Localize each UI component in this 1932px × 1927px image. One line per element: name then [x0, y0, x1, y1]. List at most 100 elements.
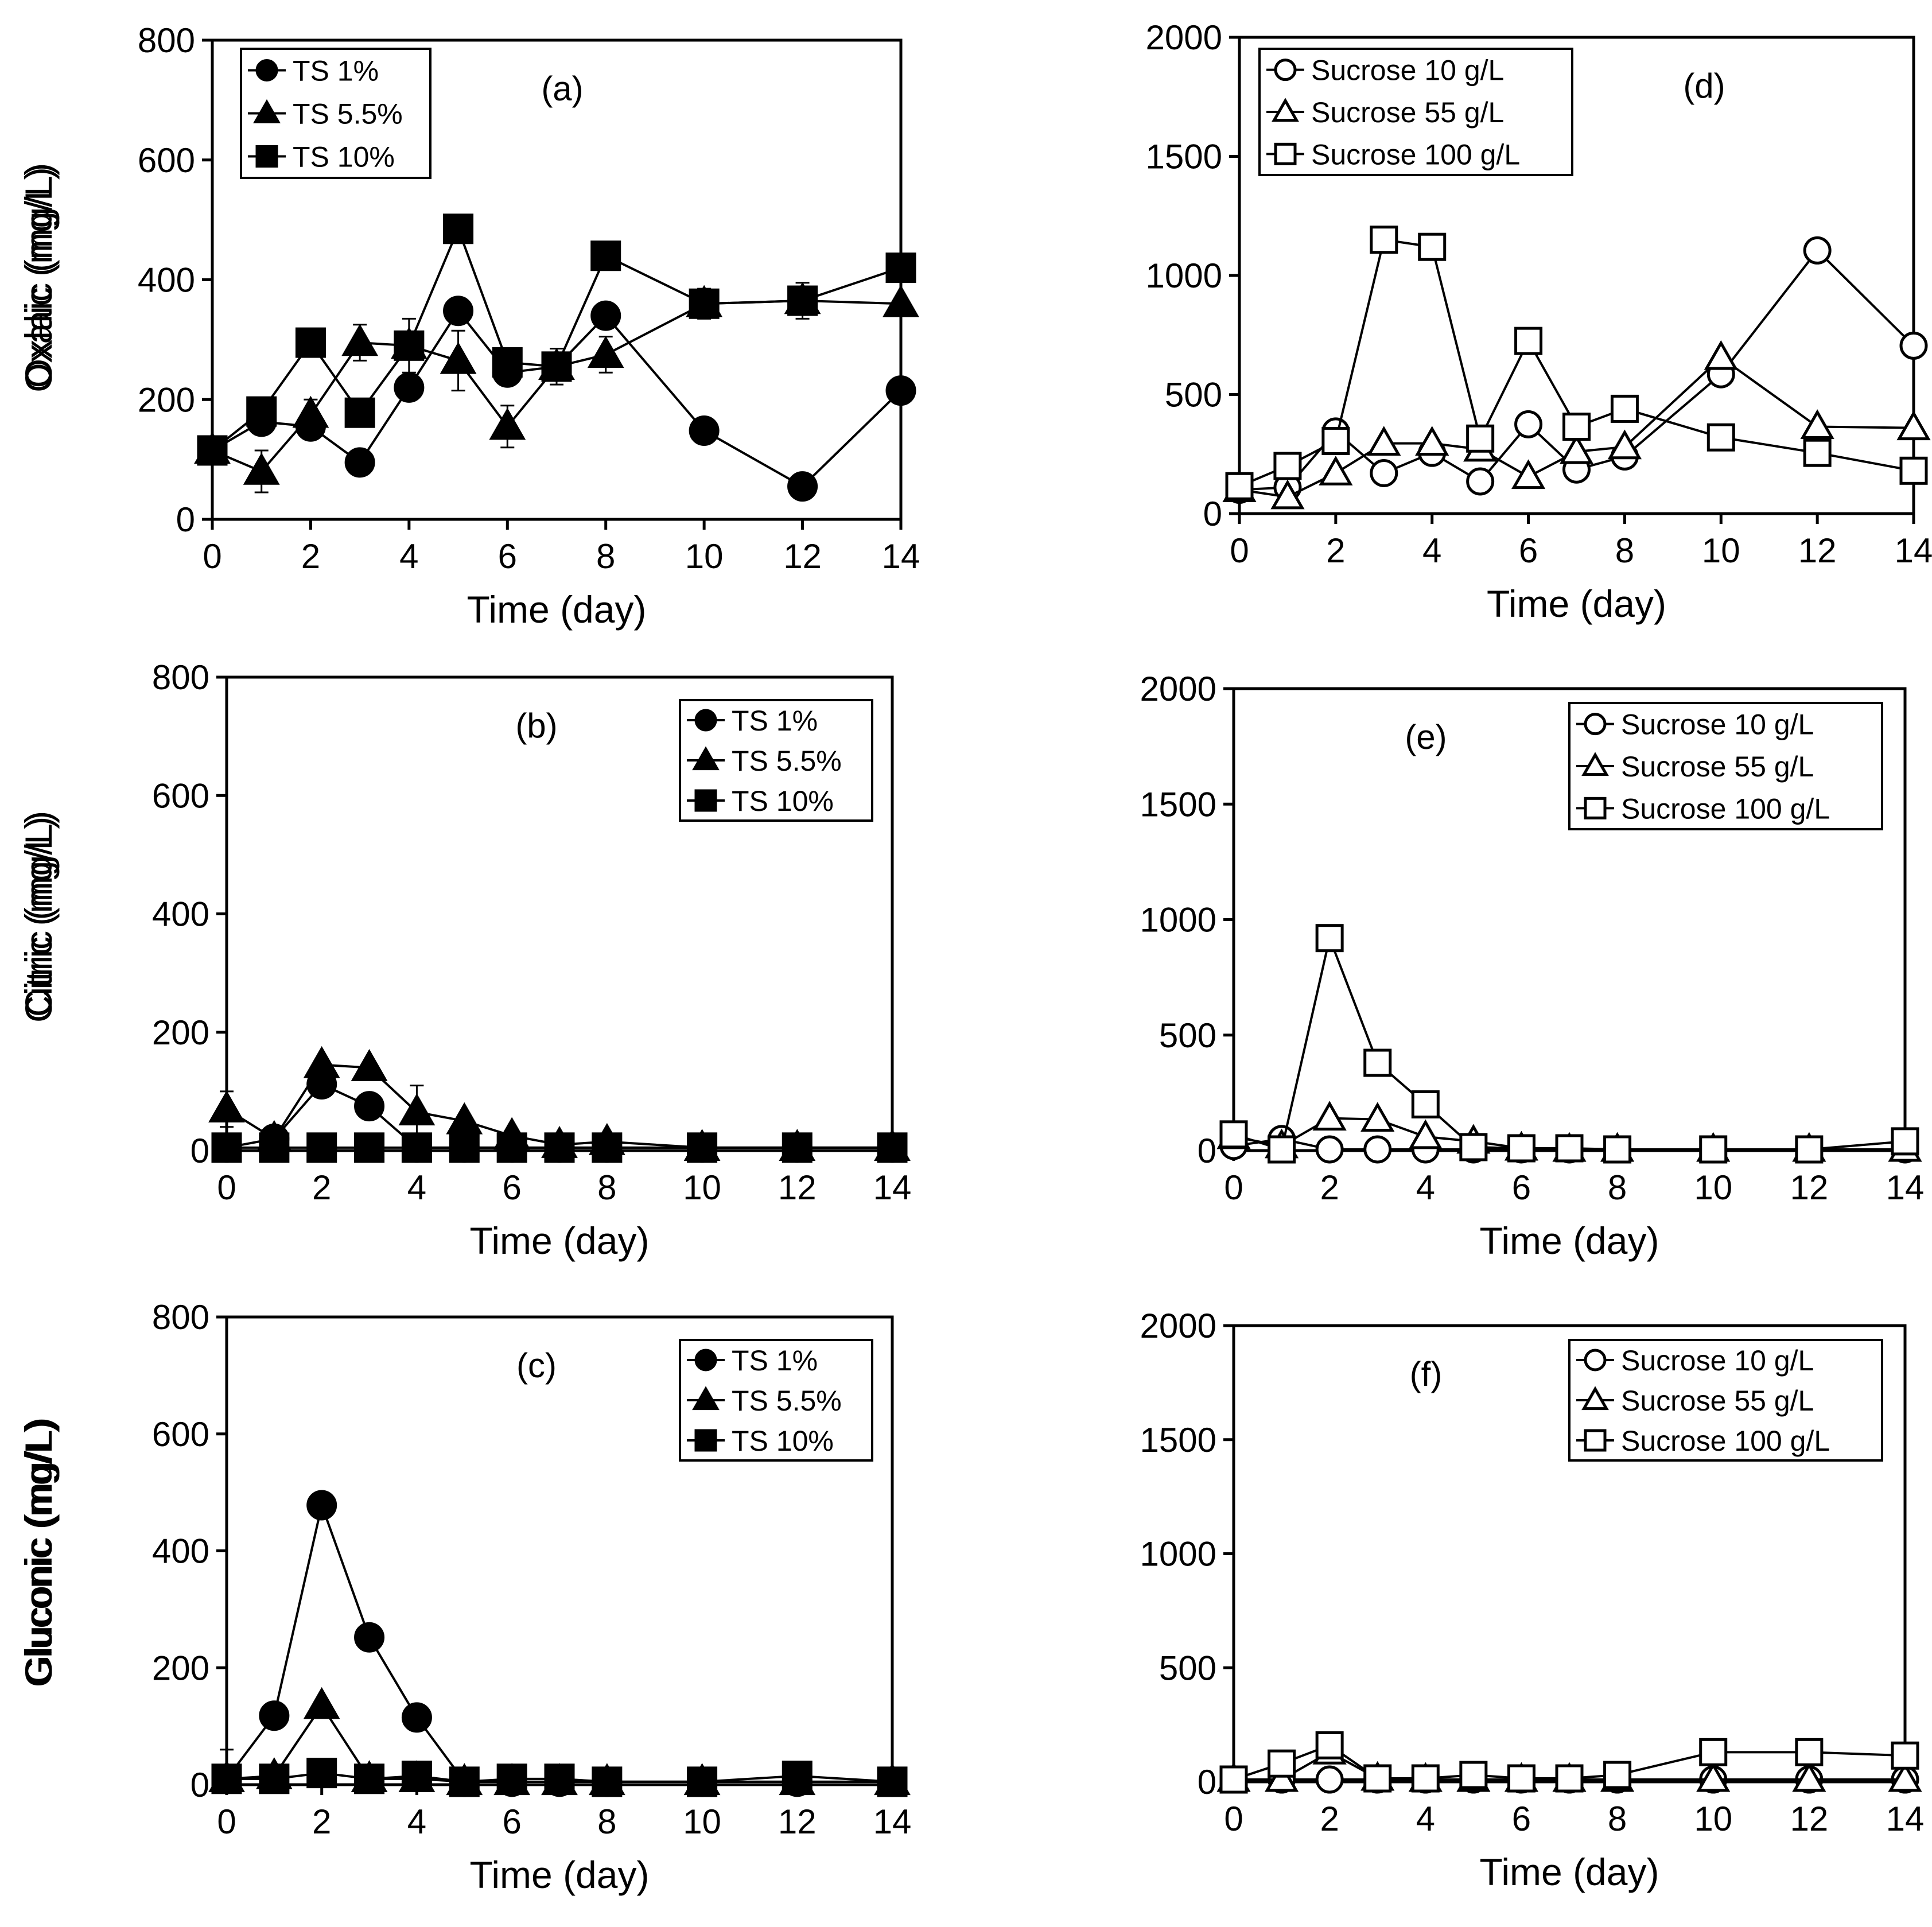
data-point [449, 1132, 480, 1163]
legend-marker [694, 1349, 717, 1372]
x-tick-label: 2 [312, 1802, 331, 1841]
data-point [1795, 1738, 1824, 1766]
data-point [292, 395, 329, 428]
data-point [401, 1132, 432, 1163]
data-point [295, 327, 326, 358]
y-tick-label: 200 [152, 1013, 209, 1052]
data-point [1466, 424, 1495, 453]
data-point [303, 1046, 340, 1078]
data-point [787, 471, 818, 502]
data-point [1888, 1762, 1922, 1792]
data-point [1891, 1127, 1919, 1156]
data-point [443, 296, 474, 327]
x-tick-label: 8 [596, 537, 615, 576]
data-point [492, 347, 523, 378]
data-point [1899, 456, 1928, 485]
x-axis-title: Time (day) [467, 588, 647, 631]
data-point [1363, 1048, 1392, 1077]
legend-label: Sucrose 55 g/L [1621, 751, 1814, 783]
legend-label: TS 10% [293, 141, 395, 173]
series-square [1225, 226, 1928, 500]
x-tick-label: 12 [1798, 531, 1837, 570]
data-point [1315, 1765, 1344, 1794]
data-point [1219, 1765, 1248, 1794]
series-line [1233, 934, 1906, 1151]
legend-box [1568, 702, 1883, 830]
x-tick-label: 10 [1694, 1800, 1732, 1838]
y-axis-title: Oxalic (mg/L) [17, 167, 60, 392]
legend-label: TS 1% [732, 705, 818, 737]
y-tick-label: 400 [138, 261, 195, 300]
data-point [1273, 452, 1302, 480]
x-tick-label: 4 [399, 537, 418, 576]
data-point [1507, 1764, 1536, 1793]
x-tick-label: 12 [778, 1802, 817, 1841]
x-tick-label: 14 [873, 1802, 912, 1841]
legend-marker [1584, 1349, 1607, 1372]
y-tick-label: 2000 [1146, 18, 1222, 57]
data-point [1418, 232, 1447, 261]
data-point [590, 300, 621, 331]
data-point [1363, 1764, 1392, 1793]
y-tick-label: 1500 [1140, 1421, 1216, 1459]
x-tick-label: 10 [683, 1168, 721, 1207]
x-tick-label: 0 [217, 1168, 236, 1207]
legend-label: Sucrose 10 g/L [1621, 709, 1814, 741]
y-tick-label: 800 [138, 21, 195, 60]
chart-panel-b: 0 2 4 6 8 10 12 14 0 200 400 600 800 Time (day) Citric… [17, 658, 911, 1262]
panel-label: (b) [515, 706, 557, 745]
x-tick-label: 4 [1416, 1168, 1435, 1207]
data-point [592, 1132, 623, 1163]
data-point [306, 1758, 337, 1789]
data-point [1696, 1762, 1731, 1792]
y-tick-label: 200 [152, 1649, 209, 1687]
data-point [1270, 479, 1305, 510]
data-point [1555, 1134, 1584, 1163]
data-point [394, 372, 425, 403]
legend-label: Sucrose 100 g/L [1621, 792, 1830, 825]
data-point [1225, 472, 1254, 500]
y-axis-title: Gluconic (mg/L) [17, 1420, 60, 1688]
data-point [1268, 1749, 1296, 1778]
data-point [1363, 1135, 1392, 1164]
y-tick-label: 400 [152, 895, 209, 934]
x-tick-label: 4 [1416, 1800, 1435, 1838]
data-point [1899, 331, 1928, 360]
legend-marker [1274, 142, 1297, 165]
data-point [440, 341, 477, 374]
data-point [259, 1763, 290, 1794]
data-point [1264, 1762, 1299, 1792]
y-tick-label: 500 [1159, 1016, 1216, 1055]
data-point [787, 285, 818, 316]
y-tick-label: 1000 [1140, 901, 1216, 939]
data-point [544, 1132, 575, 1163]
legend-label: Sucrose 100 g/L [1621, 1425, 1830, 1457]
data-point [885, 375, 916, 406]
legend: TS 1% TS 5.5% TS 10% [240, 48, 432, 179]
legend-label: Sucrose 55 g/L [1621, 1385, 1814, 1417]
x-tick-label: 12 [783, 537, 822, 576]
data-point [449, 1766, 480, 1797]
data-point [259, 1700, 290, 1731]
data-point [592, 1766, 623, 1797]
panel-label: (c) [516, 1346, 557, 1385]
data-point [1514, 410, 1543, 438]
data-point [1891, 1741, 1919, 1770]
x-axis-title: Time (day) [1480, 1851, 1659, 1893]
y-tick-label: 600 [152, 776, 209, 815]
legend-label: Sucrose 100 g/L [1311, 138, 1520, 170]
y-tick-label: 600 [152, 1415, 209, 1454]
x-tick-label: 8 [597, 1168, 616, 1207]
legend: TS 1% TS 5.5% TS 10% [679, 1339, 873, 1462]
x-tick-label: 2 [1320, 1168, 1339, 1207]
data-point [1411, 1090, 1440, 1118]
data-point [246, 396, 277, 427]
x-tick-label: 8 [597, 1802, 616, 1841]
x-tick-label: 12 [1790, 1168, 1828, 1207]
series-triangle [1222, 340, 1931, 510]
data-point [689, 288, 720, 319]
data-point [306, 1132, 337, 1163]
data-point [1411, 1764, 1440, 1793]
